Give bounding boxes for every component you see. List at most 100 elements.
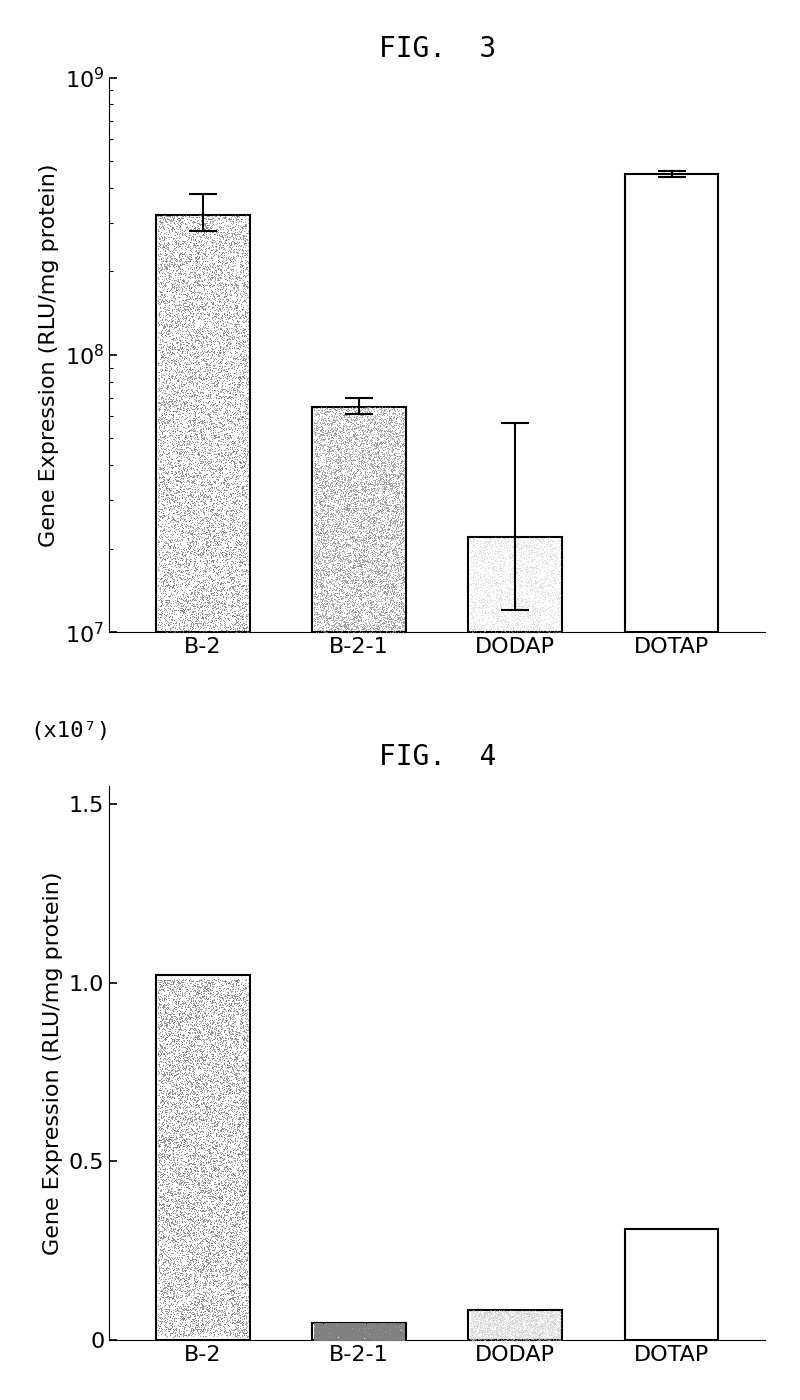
Point — [202, 517, 214, 539]
Point — [350, 574, 362, 596]
Point — [526, 609, 539, 631]
Point — [173, 1135, 186, 1158]
Point — [397, 1324, 410, 1347]
Point — [505, 584, 518, 606]
Point — [186, 1254, 199, 1277]
Point — [497, 1322, 510, 1344]
Point — [386, 1315, 398, 1337]
Point — [172, 1026, 185, 1049]
Point — [163, 570, 176, 592]
Point — [191, 493, 204, 515]
Point — [177, 468, 190, 490]
Point — [349, 606, 362, 629]
Point — [166, 993, 178, 1015]
Point — [551, 1317, 564, 1340]
Point — [192, 1282, 205, 1305]
Point — [156, 1238, 169, 1260]
Point — [522, 1322, 534, 1344]
Point — [332, 497, 345, 519]
Point — [481, 571, 494, 594]
Point — [221, 428, 234, 451]
Point — [164, 566, 177, 588]
Point — [495, 1309, 508, 1331]
Point — [338, 1329, 351, 1351]
Point — [312, 1316, 325, 1338]
Point — [230, 1130, 243, 1152]
Point — [369, 455, 382, 477]
Point — [397, 545, 410, 567]
Point — [397, 496, 410, 518]
Point — [539, 1306, 552, 1329]
Point — [530, 620, 543, 643]
Point — [338, 405, 350, 427]
Point — [218, 1106, 231, 1128]
Point — [326, 620, 339, 643]
Point — [224, 515, 237, 538]
Point — [162, 1168, 174, 1190]
Point — [158, 1313, 170, 1336]
Point — [358, 451, 371, 473]
Point — [237, 416, 250, 438]
Point — [380, 416, 393, 438]
Point — [324, 482, 337, 504]
Point — [157, 1053, 170, 1075]
Point — [320, 1324, 333, 1347]
Point — [486, 1308, 499, 1330]
Point — [371, 1316, 384, 1338]
Point — [486, 578, 499, 601]
Point — [161, 258, 174, 280]
Point — [174, 398, 187, 420]
Point — [383, 554, 396, 577]
Point — [177, 444, 190, 466]
Point — [522, 1299, 535, 1322]
Point — [482, 1313, 495, 1336]
Point — [163, 1127, 176, 1149]
Point — [181, 448, 194, 470]
Point — [330, 1313, 343, 1336]
Point — [207, 321, 220, 343]
Point — [392, 428, 405, 451]
Point — [477, 1303, 490, 1326]
Point — [240, 594, 253, 616]
Point — [520, 1319, 533, 1341]
Point — [199, 1159, 212, 1182]
Point — [183, 1030, 196, 1053]
Point — [308, 1316, 321, 1338]
Point — [228, 1308, 241, 1330]
Point — [382, 566, 395, 588]
Point — [356, 508, 369, 531]
Point — [165, 1036, 178, 1058]
Point — [218, 518, 230, 540]
Point — [497, 1323, 510, 1345]
Point — [317, 1319, 330, 1341]
Point — [177, 1236, 190, 1259]
Point — [156, 1296, 169, 1319]
Point — [176, 1274, 189, 1296]
Point — [482, 1308, 494, 1330]
Point — [375, 1326, 388, 1348]
Point — [386, 564, 399, 587]
Point — [336, 1327, 349, 1350]
Point — [318, 522, 330, 545]
Point — [377, 470, 390, 493]
Point — [357, 1320, 370, 1343]
Point — [366, 1326, 379, 1348]
Point — [184, 1291, 197, 1313]
Point — [193, 217, 206, 239]
Point — [498, 1312, 511, 1334]
Point — [164, 1219, 177, 1242]
Point — [554, 603, 566, 626]
Point — [376, 487, 389, 510]
Point — [384, 573, 397, 595]
Point — [320, 1316, 333, 1338]
Point — [335, 515, 348, 538]
Point — [552, 1310, 565, 1333]
Point — [542, 584, 554, 606]
Point — [179, 1075, 192, 1098]
Point — [209, 1224, 222, 1246]
Point — [371, 479, 384, 501]
Point — [490, 1308, 503, 1330]
Point — [491, 1313, 504, 1336]
Point — [196, 595, 209, 617]
Point — [161, 256, 174, 279]
